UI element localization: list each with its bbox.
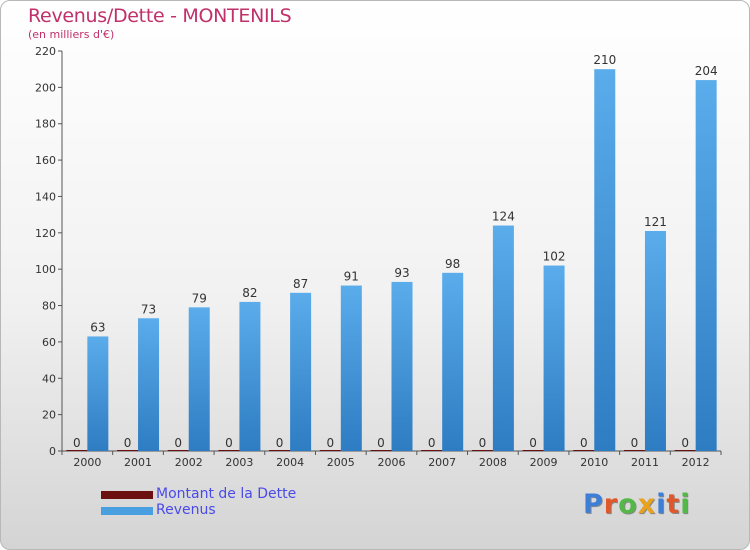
data-label-dette: 0	[326, 436, 334, 450]
bar-revenus	[543, 265, 565, 451]
data-label-dette: 0	[580, 436, 588, 450]
bar-revenus	[492, 225, 514, 451]
bar-dette	[167, 450, 189, 451]
data-label-dette: 0	[225, 436, 233, 450]
logo-letter: x	[637, 489, 657, 520]
bar-dette	[471, 450, 493, 451]
logo-letter: i	[656, 489, 667, 520]
x-tick-label: 2007	[428, 456, 456, 469]
data-label-revenus: 121	[644, 215, 667, 229]
data-label-dette: 0	[124, 436, 132, 450]
logo-letter: t	[666, 489, 681, 520]
data-label-revenus: 124	[492, 210, 515, 224]
chart-unit-subtitle: (en milliers d'€)	[28, 28, 115, 41]
x-tick-label: 2009	[530, 456, 558, 469]
proxiti-logo: Proxiti	[583, 489, 691, 520]
bar-revenus	[138, 318, 160, 451]
x-tick-label: 2012	[682, 456, 710, 469]
legend-swatch-dette	[101, 491, 153, 499]
y-tick-label: 160	[35, 154, 56, 167]
x-tick-label: 2001	[124, 456, 152, 469]
y-tick-label: 180	[35, 118, 56, 131]
y-tick-label: 120	[35, 227, 56, 240]
data-label-revenus: 63	[90, 320, 105, 334]
data-label-revenus: 73	[141, 302, 156, 316]
bar-dette	[269, 450, 291, 451]
y-tick-label: 20	[42, 409, 56, 422]
logo-letter: o	[618, 489, 638, 520]
x-tick-label: 2002	[175, 456, 203, 469]
bar-dette	[66, 450, 88, 451]
bar-revenus	[188, 307, 210, 451]
data-label-dette: 0	[174, 436, 182, 450]
data-label-revenus: 204	[695, 64, 718, 78]
y-tick-label: 40	[42, 372, 56, 385]
bar-dette	[573, 450, 595, 451]
data-label-revenus: 82	[242, 286, 257, 300]
logo-letter: P	[583, 489, 604, 520]
data-label-dette: 0	[428, 436, 436, 450]
chart-bars	[66, 69, 717, 451]
y-tick-label: 100	[35, 263, 56, 276]
data-label-revenus: 102	[543, 250, 566, 264]
data-label-dette: 0	[73, 436, 81, 450]
bar-revenus	[594, 69, 616, 451]
data-label-revenus: 91	[344, 270, 359, 284]
y-tick-label: 200	[35, 81, 56, 94]
bar-revenus	[87, 336, 109, 451]
bar-revenus	[340, 285, 362, 451]
bar-revenus	[442, 272, 464, 451]
x-tick-label: 2005	[327, 456, 355, 469]
bar-dette	[319, 450, 341, 451]
y-tick-label: 0	[49, 445, 56, 458]
bar-revenus	[290, 292, 312, 451]
data-label-dette: 0	[276, 436, 284, 450]
y-tick-label: 80	[42, 300, 56, 313]
y-tick-label: 60	[42, 336, 56, 349]
y-tick-label: 220	[35, 45, 56, 58]
x-tick-label: 2011	[631, 456, 659, 469]
data-label-dette: 0	[377, 436, 385, 450]
data-label-dette: 0	[529, 436, 537, 450]
legend-label-dette: Montant de la Dette	[156, 486, 297, 502]
data-label-revenus: 79	[192, 291, 207, 305]
legend-swatch-revenus	[101, 507, 153, 515]
bar-dette	[522, 450, 544, 451]
x-tick-label: 2010	[580, 456, 608, 469]
bar-dette	[370, 450, 392, 451]
bar-revenus	[391, 281, 413, 451]
y-tick-label: 140	[35, 190, 56, 203]
bar-dette	[117, 450, 139, 451]
logo-letter: i	[680, 489, 691, 520]
data-label-revenus: 98	[445, 257, 460, 271]
x-tick-label: 2000	[73, 456, 101, 469]
data-label-dette: 0	[631, 436, 639, 450]
x-tick-label: 2006	[378, 456, 406, 469]
bar-dette	[218, 450, 240, 451]
x-tick-label: 2003	[225, 456, 253, 469]
chart-title: Revenus/Dette - MONTENILS	[28, 5, 292, 27]
x-tick-label: 2008	[479, 456, 507, 469]
logo-letter: r	[603, 489, 619, 520]
data-label-dette: 0	[479, 436, 487, 450]
bar-dette	[421, 450, 443, 451]
data-label-dette: 0	[681, 436, 689, 450]
legend-label-revenus: Revenus	[156, 502, 216, 518]
data-label-revenus: 210	[593, 53, 616, 67]
data-label-revenus: 93	[394, 266, 409, 280]
chart-data-labels: 0 63 0 73 0 79 0 82 0 87 0 91 0 93 0 98 0 124 0 102 0 210 0 121…	[73, 53, 718, 450]
bar-revenus	[695, 80, 717, 451]
bar-revenus	[239, 301, 261, 451]
bar-dette	[674, 450, 696, 451]
bar-revenus	[644, 231, 666, 451]
bar-dette	[623, 450, 645, 451]
data-label-revenus: 87	[293, 277, 308, 291]
x-tick-label: 2004	[276, 456, 304, 469]
